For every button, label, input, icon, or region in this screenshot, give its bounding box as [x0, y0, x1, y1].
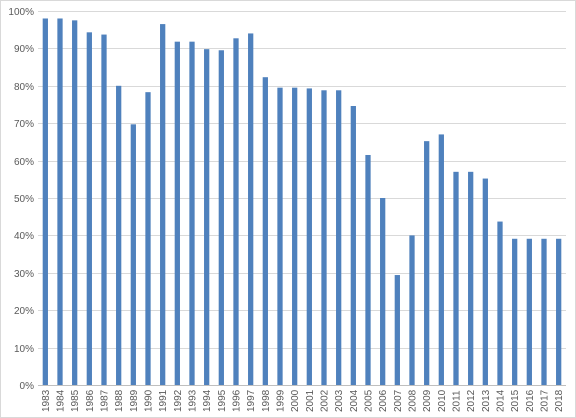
bar-1991 [160, 24, 166, 386]
y-tick-label: 30% [14, 269, 34, 280]
bar-2001 [306, 88, 312, 386]
x-tick-label: 2017 [540, 389, 551, 412]
y-tick-label: 20% [14, 306, 34, 317]
x-tick-label: 2007 [393, 389, 404, 412]
bar-2013 [482, 178, 488, 385]
bar-2008 [409, 235, 415, 385]
y-tick-label: 50% [14, 194, 34, 205]
bar-1984 [57, 18, 63, 385]
x-tick-label: 1997 [246, 389, 257, 412]
bar-1989 [130, 124, 136, 385]
x-tick-label: 2008 [408, 389, 419, 412]
x-tick-label: 2010 [437, 389, 448, 412]
x-tick-label: 1988 [114, 389, 125, 412]
bar-2017 [541, 238, 547, 385]
x-tick-label: 2018 [554, 389, 565, 412]
bar-2000 [292, 87, 298, 386]
x-tick-label: 2013 [481, 389, 492, 412]
bar-2003 [336, 90, 342, 385]
x-tick-label: 1992 [173, 389, 184, 412]
x-tick-label: 1986 [85, 389, 96, 412]
bar-1999 [277, 87, 283, 386]
x-tick-label: 2011 [452, 390, 463, 412]
x-tick-label: 2001 [305, 389, 316, 412]
x-tick-label: 2000 [290, 389, 301, 412]
bar-1998 [262, 77, 268, 385]
x-tick-label: 1994 [202, 389, 213, 412]
x-tick-label: 1989 [129, 389, 140, 412]
x-tick-label: 2015 [510, 389, 521, 412]
y-axis-ticks: 0% 10% 20% 30% 40% 50% 60% 70% 80% 90% 100% [8, 7, 34, 392]
y-tick-label: 0% [20, 381, 35, 392]
x-tick-label: 2016 [525, 389, 536, 412]
bar-2006 [380, 198, 386, 385]
x-tick-label: 1995 [217, 389, 228, 412]
x-tick-label: 1987 [100, 389, 111, 412]
bar-2004 [350, 106, 356, 385]
bar-1983 [42, 18, 48, 385]
x-tick-label: 1985 [70, 389, 81, 412]
x-tick-label: 1991 [158, 389, 169, 412]
y-tick-label: 40% [14, 231, 34, 242]
bar-2002 [321, 90, 327, 385]
x-tick-label: 2004 [349, 389, 360, 412]
bar-2011 [453, 171, 459, 385]
x-tick-label: 2014 [496, 389, 507, 412]
bar-1994 [204, 49, 210, 386]
bar-2012 [468, 171, 474, 385]
bar-2010 [438, 134, 444, 385]
x-tick-label: 1993 [188, 389, 199, 412]
x-tick-label: 2003 [334, 389, 345, 412]
bar-1997 [248, 33, 254, 385]
bar-1990 [145, 92, 151, 385]
bar-1988 [116, 85, 122, 386]
bars [42, 18, 562, 386]
x-tick-label: 2002 [320, 389, 331, 412]
y-tick-label: 70% [14, 119, 34, 130]
x-tick-label: 1998 [261, 389, 272, 412]
y-tick-label: 60% [14, 157, 34, 168]
y-tick-label: 90% [14, 44, 34, 55]
x-axis-ticks: 1983 1984 1985 1986 1987 1988 1989 1990 1991 1992… [41, 389, 565, 412]
bar-1995 [218, 50, 224, 386]
x-tick-label: 2006 [378, 389, 389, 412]
bar-2007 [394, 275, 400, 385]
bar-1986 [86, 32, 92, 385]
y-tick-label: 10% [14, 344, 34, 355]
bar-2018 [556, 238, 562, 385]
bar-1992 [174, 41, 180, 386]
x-tick-label: 2005 [364, 389, 375, 412]
gridlines [38, 11, 566, 349]
y-tick-label: 100% [8, 7, 34, 18]
x-tick-label: 1984 [56, 389, 67, 412]
x-tick-label: 1999 [276, 389, 287, 412]
bar-2015 [512, 238, 518, 385]
x-tick-label: 2012 [466, 389, 477, 412]
y-tick-label: 80% [14, 82, 34, 93]
bar-1987 [101, 34, 107, 386]
bar-2009 [424, 141, 430, 385]
bar-1985 [72, 20, 78, 385]
x-tick-label: 1996 [232, 389, 243, 412]
x-tick-label: 1990 [144, 389, 155, 412]
bar-1996 [233, 38, 239, 386]
bar-2014 [497, 221, 503, 385]
x-tick-label: 1983 [41, 389, 52, 412]
bar-2005 [365, 154, 371, 385]
x-tick-label: 2009 [422, 389, 433, 412]
bar-1993 [189, 41, 195, 386]
bar-2016 [526, 238, 532, 385]
